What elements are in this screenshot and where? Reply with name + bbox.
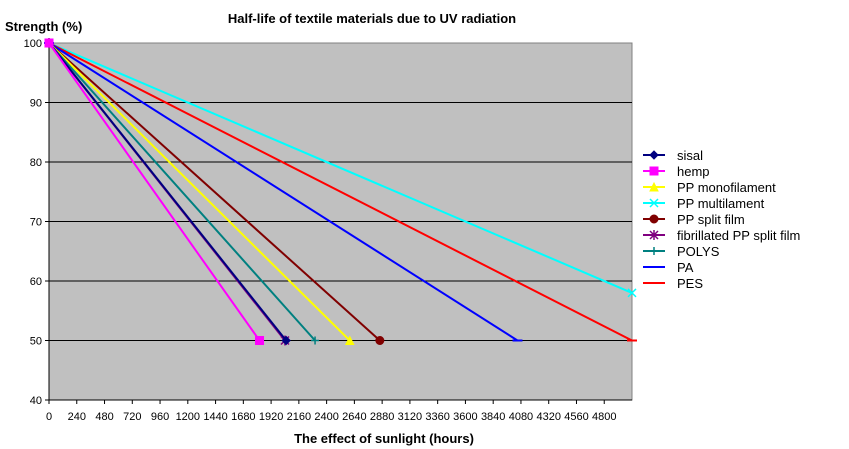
legend-item: PP monofilament bbox=[643, 180, 776, 195]
y-tick-label: 100 bbox=[24, 38, 42, 50]
data-point bbox=[255, 336, 265, 345]
legend-label: PP monofilament bbox=[677, 180, 776, 195]
x-tick-label: 480 bbox=[95, 411, 113, 423]
chart-title: Half-life of textile materials due to UV… bbox=[228, 11, 516, 26]
legend-swatch-marker bbox=[649, 214, 659, 224]
legend-swatch-marker bbox=[649, 230, 659, 240]
x-tick-label: 3360 bbox=[425, 411, 449, 423]
x-tick-label: 1200 bbox=[176, 411, 200, 423]
legend-item: PES bbox=[643, 276, 703, 291]
x-tick-label: 4800 bbox=[592, 411, 616, 423]
x-tick-label: 1920 bbox=[259, 411, 283, 423]
y-tick-label: 90 bbox=[30, 98, 42, 110]
legend-item: PA bbox=[643, 260, 694, 275]
x-tick-label: 3120 bbox=[398, 411, 422, 423]
data-point bbox=[44, 38, 54, 48]
legend-item: sisal bbox=[643, 148, 703, 163]
x-tick-label: 2160 bbox=[287, 411, 311, 423]
series-line bbox=[48, 42, 381, 342]
x-axis-title: The effect of sunlight (hours) bbox=[294, 431, 474, 446]
legend-swatch-marker bbox=[649, 198, 659, 208]
x-tick-label: 3840 bbox=[481, 411, 505, 423]
legend-label: POLYS bbox=[677, 244, 720, 259]
x-tick-label: 2640 bbox=[342, 411, 366, 423]
y-tick-label: 40 bbox=[30, 395, 42, 407]
series-line bbox=[48, 42, 633, 342]
series-line bbox=[48, 42, 261, 342]
x-tick-label: 2400 bbox=[314, 411, 338, 423]
legend-label: fibrillated PP split film bbox=[677, 228, 800, 243]
x-tick-label: 720 bbox=[123, 411, 141, 423]
data-point bbox=[311, 336, 320, 345]
series-line bbox=[48, 42, 287, 342]
data-point bbox=[627, 288, 637, 298]
data-point bbox=[375, 336, 385, 345]
x-tick-label: 4560 bbox=[564, 411, 588, 423]
legend-label: PP split film bbox=[677, 212, 745, 227]
legend-swatch-marker bbox=[649, 166, 659, 176]
x-tick-label: 1680 bbox=[231, 411, 255, 423]
series-line bbox=[48, 42, 316, 342]
legend-item: PP multilament bbox=[643, 196, 765, 211]
y-tick-label: 80 bbox=[30, 157, 42, 169]
series-line bbox=[48, 42, 519, 342]
legend-label: PA bbox=[677, 260, 694, 275]
x-tick-label: 240 bbox=[68, 411, 86, 423]
x-tick-label: 4320 bbox=[536, 411, 560, 423]
legend-label: sisal bbox=[677, 148, 703, 163]
legend-swatch-marker bbox=[649, 150, 659, 160]
y-tick-label: 50 bbox=[30, 336, 42, 348]
y-axis-title: Strength (%) bbox=[5, 19, 82, 34]
y-tick-label: 70 bbox=[30, 217, 42, 229]
x-tick-label: 0 bbox=[46, 411, 52, 423]
legend-item: fibrillated PP split film bbox=[643, 228, 800, 243]
legend-item: PP split film bbox=[643, 212, 745, 227]
legend-label: PES bbox=[677, 276, 703, 291]
legend-swatch-marker bbox=[649, 181, 659, 192]
x-tick-label: 1440 bbox=[203, 411, 227, 423]
legend-label: PP multilament bbox=[677, 196, 765, 211]
x-tick-label: 2880 bbox=[370, 411, 394, 423]
data-point bbox=[344, 335, 355, 345]
series-1 bbox=[44, 38, 265, 345]
series-line bbox=[48, 42, 633, 294]
legend-item: POLYS bbox=[643, 244, 720, 259]
x-tick-label: 960 bbox=[151, 411, 169, 423]
series-line bbox=[48, 42, 351, 342]
x-tick-label: 4080 bbox=[509, 411, 533, 423]
data-point bbox=[281, 335, 291, 346]
legend-item: hemp bbox=[643, 164, 710, 179]
legend-label: hemp bbox=[677, 164, 710, 179]
y-tick-label: 60 bbox=[30, 276, 42, 288]
x-tick-label: 3600 bbox=[453, 411, 477, 423]
legend-swatch-marker bbox=[650, 247, 658, 255]
